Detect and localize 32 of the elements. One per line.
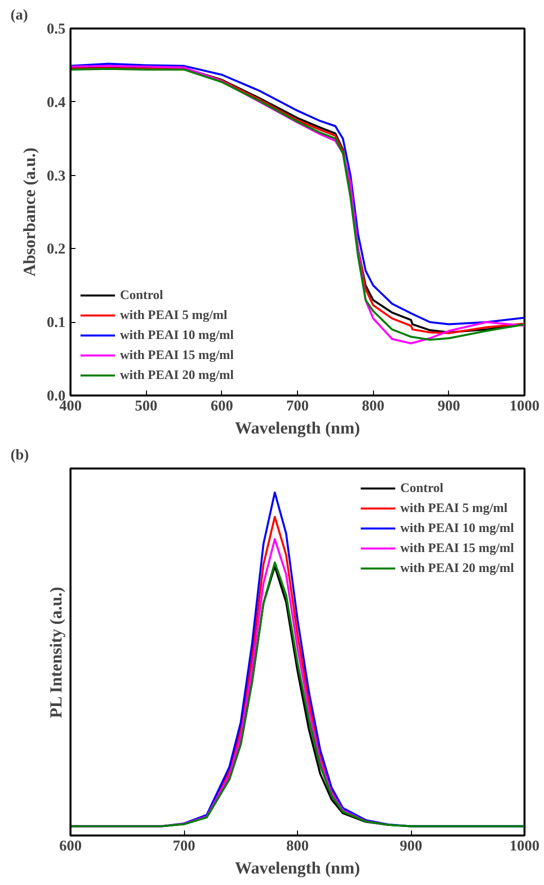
x-tick-label: 500: [134, 398, 158, 414]
x-tick-label: 1000: [510, 838, 540, 854]
legend-label: with PEAI 15 mg/ml: [400, 540, 514, 556]
y-tick-label: 0.1: [46, 315, 66, 332]
x-tick-label: 900: [400, 838, 422, 854]
x-tick-label: 800: [362, 398, 384, 414]
x-axis-title: Wavelength (nm): [234, 858, 360, 878]
legend-label: with PEAI 15 mg/ml: [120, 347, 234, 363]
y-tick-label: 0.2: [46, 242, 66, 258]
legend-label: Control: [120, 287, 164, 303]
x-tick-label: 700: [172, 838, 196, 854]
x-tick-label: 800: [286, 838, 309, 854]
x-tick-label: 600: [59, 838, 82, 854]
x-tick-label: 600: [210, 398, 234, 414]
legend-label: with PEAI 5 mg/ml: [400, 500, 508, 516]
legend-label: with PEAI 10 mg/ml: [400, 520, 514, 536]
x-tick-label: 1000: [510, 398, 540, 414]
x-tick-label: 700: [286, 398, 309, 414]
y-tick-label: 0.5: [46, 22, 66, 38]
chart-title: (b): [10, 448, 29, 464]
chart-title: (a): [10, 8, 28, 24]
x-tick-label: 900: [438, 398, 460, 414]
y-tick-label: 0.3: [46, 168, 66, 184]
legend-label: with PEAI 20 mg/ml: [400, 560, 514, 576]
legend-label: with PEAI 20 mg/ml: [120, 367, 234, 383]
y-axis-title: PL Intensity (a.u.): [46, 586, 66, 718]
legend-label: with PEAI 5 mg/ml: [120, 307, 228, 323]
y-tick-label: 0.4: [46, 94, 66, 111]
legend-label: Control: [400, 480, 444, 496]
legend-label: with PEAI 10 mg/ml: [120, 327, 234, 343]
y-axis-title: Absorbance (a.u.): [20, 148, 39, 276]
x-axis-title: Wavelength (nm): [234, 418, 360, 438]
